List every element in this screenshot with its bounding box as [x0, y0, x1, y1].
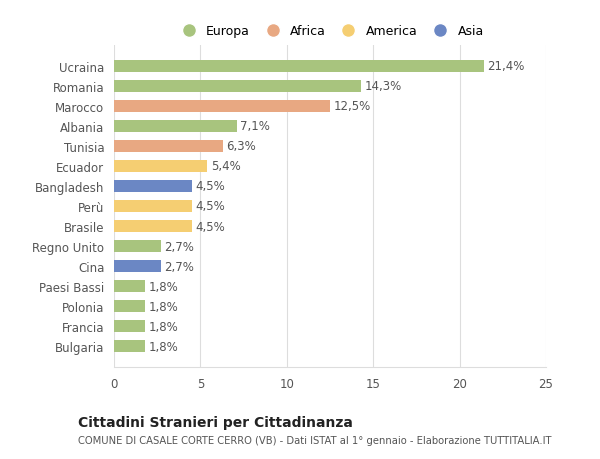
Text: 2,7%: 2,7%: [164, 240, 194, 253]
Text: 1,8%: 1,8%: [149, 280, 178, 293]
Text: COMUNE DI CASALE CORTE CERRO (VB) - Dati ISTAT al 1° gennaio - Elaborazione TUTT: COMUNE DI CASALE CORTE CERRO (VB) - Dati…: [78, 435, 551, 445]
Bar: [114, 300, 145, 313]
Text: 14,3%: 14,3%: [365, 80, 402, 93]
Text: 7,1%: 7,1%: [240, 120, 270, 133]
Text: 1,8%: 1,8%: [149, 300, 178, 313]
Text: 6,3%: 6,3%: [226, 140, 256, 153]
Bar: [114, 160, 208, 173]
Bar: [114, 201, 192, 213]
Bar: [114, 61, 484, 73]
Bar: [114, 220, 192, 233]
Bar: [114, 260, 161, 273]
Text: 4,5%: 4,5%: [195, 200, 225, 213]
Legend: Europa, Africa, America, Asia: Europa, Africa, America, Asia: [171, 20, 489, 43]
Bar: [114, 280, 145, 293]
Text: 4,5%: 4,5%: [195, 180, 225, 193]
Text: 1,8%: 1,8%: [149, 340, 178, 353]
Text: 21,4%: 21,4%: [487, 60, 524, 73]
Text: Cittadini Stranieri per Cittadinanza: Cittadini Stranieri per Cittadinanza: [78, 415, 353, 429]
Text: 12,5%: 12,5%: [334, 100, 371, 113]
Text: 5,4%: 5,4%: [211, 160, 241, 173]
Bar: [114, 101, 330, 113]
Bar: [114, 320, 145, 333]
Text: 1,8%: 1,8%: [149, 320, 178, 333]
Bar: [114, 120, 236, 133]
Text: 4,5%: 4,5%: [195, 220, 225, 233]
Bar: [114, 241, 161, 253]
Bar: [114, 340, 145, 353]
Bar: [114, 140, 223, 153]
Text: 2,7%: 2,7%: [164, 260, 194, 273]
Bar: [114, 180, 192, 193]
Bar: [114, 80, 361, 93]
